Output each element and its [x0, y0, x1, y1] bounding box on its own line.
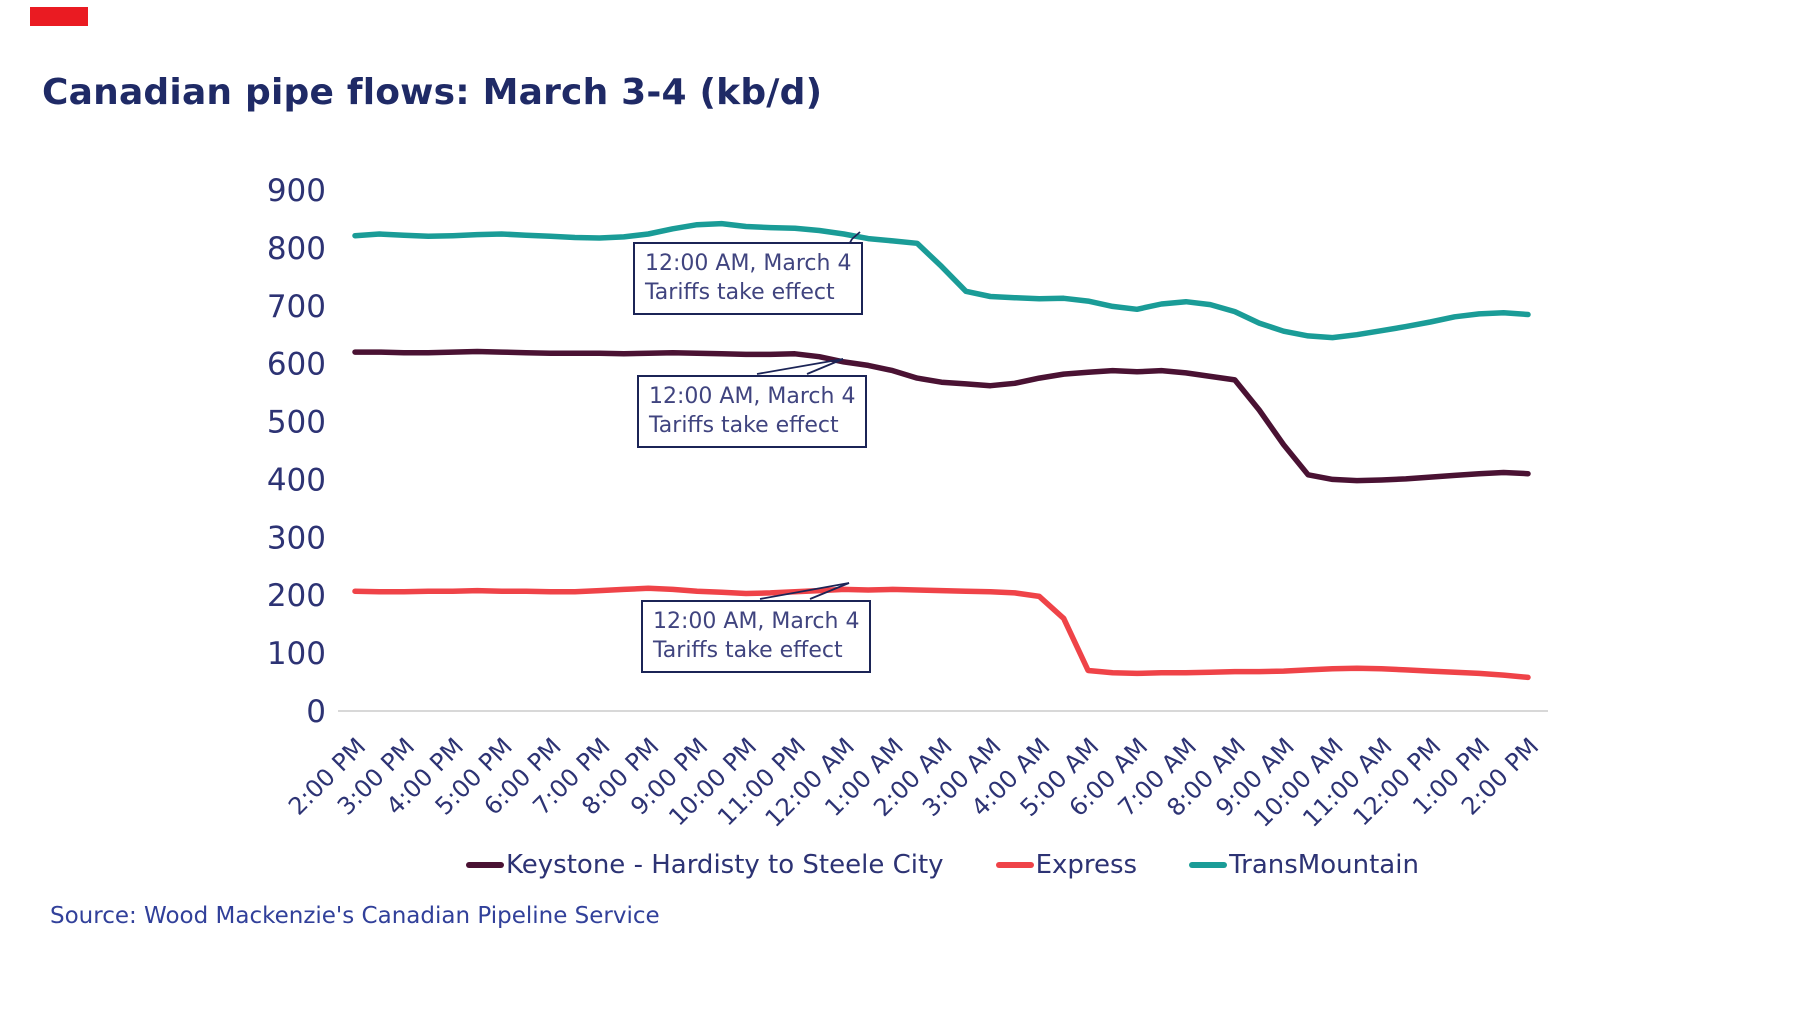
annotation-tariffs-keystone: 12:00 AM, March 4 Tariffs take effect: [637, 375, 868, 448]
annotation-leader-line: [756, 358, 844, 375]
y-tick-label: 600: [267, 347, 326, 383]
legend-label: Keystone - Hardisty to Steele City: [506, 850, 944, 880]
annotation-line1: 12:00 AM, March 4: [653, 609, 860, 634]
keystone-line-swatch: [466, 862, 505, 868]
y-tick-label: 500: [267, 405, 326, 441]
y-tick-label: 400: [267, 462, 326, 498]
annotation-leader-line: [759, 582, 850, 600]
y-tick-label: 200: [267, 578, 326, 614]
chart-title: Canadian pipe flows: March 3-4 (kb/d): [42, 72, 823, 113]
red-corner-marker: [30, 7, 88, 26]
legend-item-express: Express: [995, 850, 1138, 880]
y-tick-label: 300: [267, 520, 326, 556]
annotation-tariffs-express: 12:00 AM, March 4 Tariffs take effect: [641, 600, 872, 673]
annotation-line1: 12:00 AM, March 4: [645, 251, 852, 276]
source-attribution: Source: Wood Mackenzie's Canadian Pipeli…: [50, 903, 660, 929]
legend-label: Express: [1035, 850, 1138, 880]
y-tick-label: 800: [267, 231, 326, 267]
series-keystone: [352, 348, 1531, 484]
series-transmountain: [352, 220, 1531, 341]
annotation-line1: 12:00 AM, March 4: [649, 384, 856, 409]
chart-legend: Keystone - Hardisty to Steele City Expre…: [355, 850, 1530, 880]
legend-item-keystone: Keystone - Hardisty to Steele City: [466, 850, 944, 880]
annotation-leader-line: [809, 582, 850, 600]
annotation-line2: Tariffs take effect: [649, 413, 839, 438]
annotation-leader-line: [851, 231, 861, 240]
y-tick-label: 100: [267, 636, 326, 672]
transmountain-line-swatch: [1189, 862, 1228, 868]
y-tick-label: 700: [267, 289, 326, 325]
series-express: [352, 585, 1531, 681]
legend-label: TransMountain: [1229, 850, 1419, 880]
annotation-line2: Tariffs take effect: [653, 638, 843, 663]
annotation-line2: Tariffs take effect: [645, 280, 835, 305]
y-tick-label: 900: [267, 173, 326, 209]
annotation-leader-line: [806, 358, 844, 375]
express-line-swatch: [995, 862, 1034, 868]
legend-item-transmountain: TransMountain: [1189, 850, 1419, 880]
y-tick-label: 0: [306, 694, 326, 730]
annotation-tariffs-transmountain: 12:00 AM, March 4 Tariffs take effect: [633, 242, 864, 315]
